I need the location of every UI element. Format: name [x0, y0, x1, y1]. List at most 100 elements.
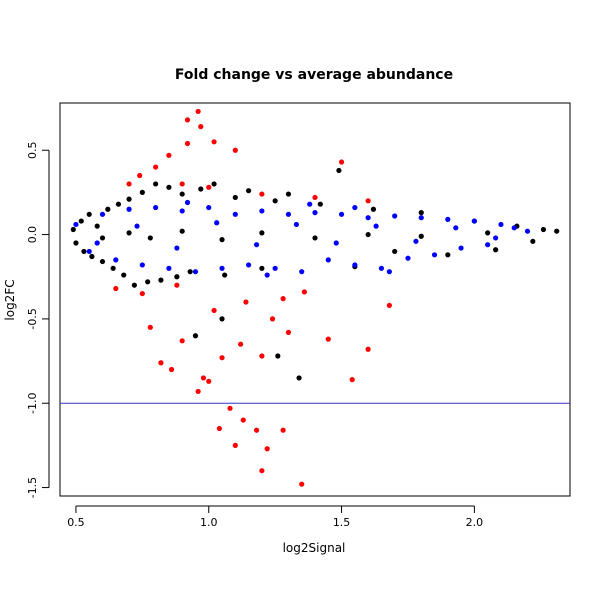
data-point	[296, 375, 302, 381]
data-point	[352, 204, 358, 211]
y-tick-label: 0.5	[26, 141, 39, 159]
data-point	[126, 206, 132, 212]
data-point	[174, 245, 180, 251]
data-point	[524, 228, 531, 234]
data-point	[94, 240, 100, 246]
data-point	[392, 213, 398, 219]
data-point	[134, 223, 140, 229]
data-point	[206, 378, 212, 384]
data-point	[179, 191, 185, 197]
data-point	[264, 446, 270, 452]
data-point	[485, 242, 491, 248]
data-point	[392, 248, 398, 255]
data-point	[349, 377, 355, 383]
data-point	[219, 355, 225, 361]
scatter-points	[70, 108, 560, 487]
data-point	[99, 258, 106, 265]
data-point	[99, 211, 106, 217]
data-point	[317, 201, 323, 207]
data-point	[174, 282, 180, 288]
data-point	[200, 375, 207, 381]
data-point	[166, 265, 172, 271]
data-point	[445, 252, 451, 258]
data-point	[192, 333, 199, 339]
data-point	[280, 427, 286, 433]
data-point	[166, 152, 172, 158]
data-point	[99, 235, 106, 241]
data-point	[285, 191, 292, 197]
data-point	[73, 221, 79, 228]
data-point	[179, 228, 185, 234]
data-point	[493, 247, 499, 253]
data-point	[166, 184, 172, 190]
data-point	[333, 240, 339, 246]
data-point	[240, 417, 246, 423]
data-point	[264, 272, 270, 278]
chart-title: Fold change vs average abundance	[175, 67, 453, 83]
data-point	[245, 262, 252, 268]
data-point	[126, 181, 132, 187]
data-point	[219, 237, 225, 243]
data-point	[365, 215, 371, 221]
data-point	[238, 341, 244, 347]
data-point	[158, 277, 164, 283]
data-point	[219, 265, 225, 271]
data-point	[168, 366, 175, 373]
x-tick-label: 1.5	[333, 516, 351, 529]
data-point	[70, 226, 76, 233]
x-axis: 0.5 1.0 1.5 2.0	[67, 505, 483, 529]
series-1	[73, 199, 531, 278]
data-point	[198, 186, 204, 192]
data-point	[192, 269, 199, 275]
data-point	[453, 225, 459, 231]
data-point	[471, 218, 477, 224]
x-tick-label: 0.5	[67, 516, 85, 529]
data-point	[259, 265, 265, 271]
data-point	[259, 191, 265, 197]
data-point	[137, 172, 143, 179]
data-point	[206, 204, 212, 211]
data-point	[418, 210, 424, 216]
data-point	[301, 289, 307, 295]
data-point	[365, 231, 371, 238]
y-axis: -1.5 -1.0 -0.5 0.0 0.5	[26, 141, 50, 498]
data-point	[312, 235, 318, 241]
data-point	[493, 235, 499, 241]
data-point	[153, 164, 159, 170]
data-point	[227, 405, 233, 411]
data-point	[105, 206, 111, 212]
data-point	[338, 159, 345, 165]
data-point	[272, 265, 278, 271]
data-point	[299, 269, 305, 275]
data-point	[153, 204, 159, 211]
data-point	[139, 189, 145, 195]
data-point	[418, 233, 424, 239]
data-point	[110, 265, 116, 271]
data-point	[243, 299, 249, 305]
data-point	[269, 316, 276, 322]
data-point	[147, 324, 153, 330]
x-axis-label: log2Signal	[283, 541, 346, 555]
data-point	[365, 346, 371, 352]
data-point	[86, 211, 92, 217]
data-point	[179, 208, 185, 214]
data-point	[73, 240, 79, 246]
plot-frame	[59, 102, 571, 497]
data-point	[139, 290, 145, 297]
data-point	[81, 248, 87, 255]
data-point	[184, 140, 191, 147]
data-point	[78, 218, 84, 224]
y-axis-label: log2FC	[3, 279, 17, 320]
data-point	[206, 184, 212, 190]
data-point	[195, 108, 201, 115]
data-point	[386, 302, 392, 309]
data-point	[184, 117, 191, 123]
data-point	[216, 425, 222, 432]
data-point	[272, 198, 278, 204]
data-point	[219, 316, 225, 322]
data-point	[131, 282, 137, 288]
y-tick-label: 0.0	[26, 226, 39, 244]
data-point	[222, 272, 228, 278]
data-point	[158, 360, 164, 366]
